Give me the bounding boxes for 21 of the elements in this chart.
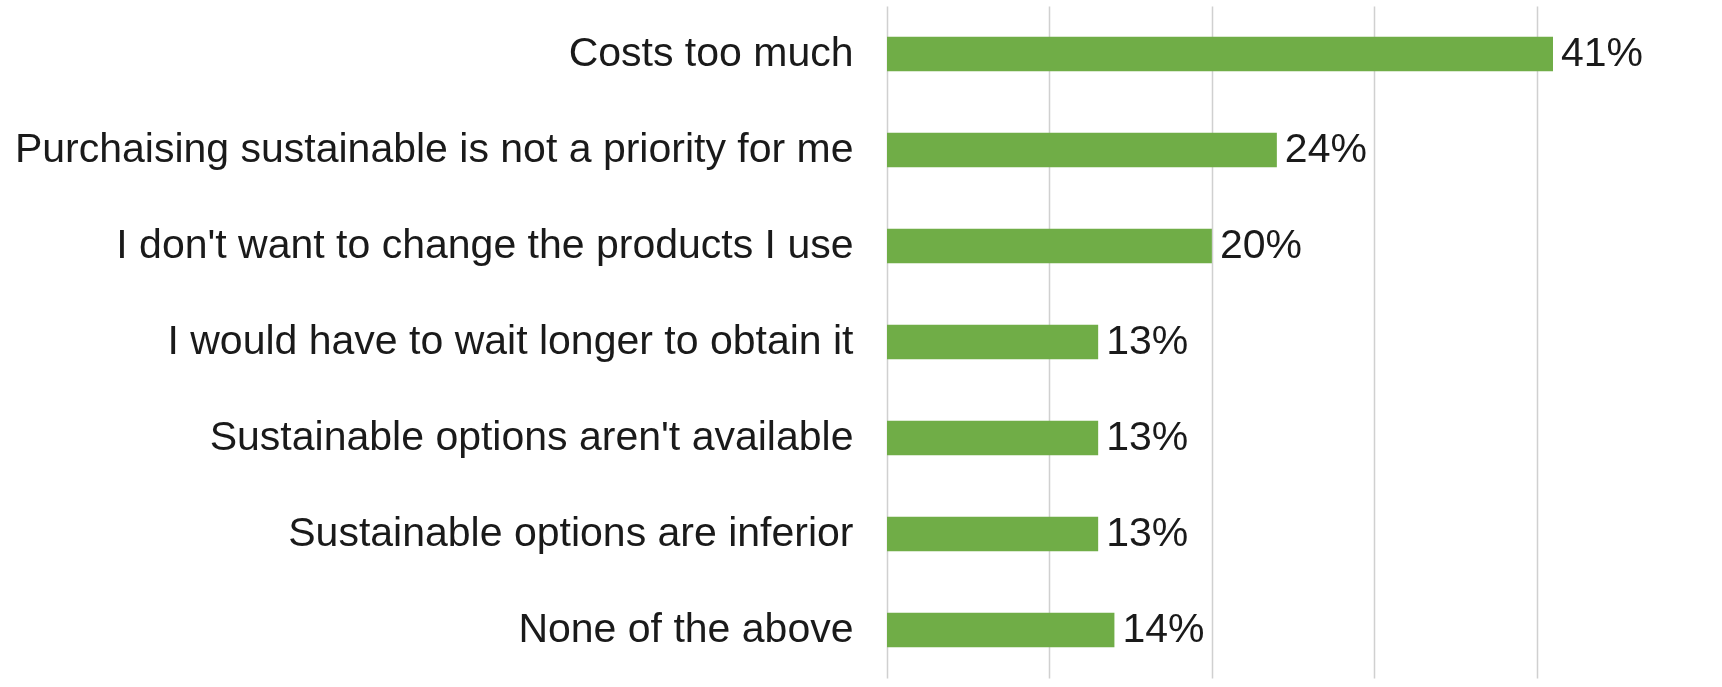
bar xyxy=(887,324,1099,360)
y-tick-label: I don't want to change the products I use xyxy=(116,221,854,267)
y-tick-label: Sustainable options aren't available xyxy=(209,413,854,459)
bar xyxy=(887,612,1115,648)
bar xyxy=(887,228,1212,264)
y-tick-label: None of the above xyxy=(518,605,854,651)
bar xyxy=(887,516,1099,552)
data-label: 13% xyxy=(1106,413,1189,459)
data-label: 41% xyxy=(1561,29,1644,75)
data-label: 20% xyxy=(1219,221,1302,267)
data-label: 24% xyxy=(1284,125,1367,171)
y-tick-label: Sustainable options are inferior xyxy=(288,509,854,555)
data-label: 13% xyxy=(1106,317,1189,363)
bar xyxy=(887,36,1553,72)
y-tick-label: I would have to wait longer to obtain it xyxy=(167,317,855,363)
data-label: 14% xyxy=(1122,605,1205,651)
bar xyxy=(887,420,1099,456)
data-label: 13% xyxy=(1106,509,1189,555)
y-tick-label: Purchaising sustainable is not a priority for me xyxy=(14,125,854,171)
bar xyxy=(887,132,1277,168)
y-tick-label: Costs too much xyxy=(568,29,854,75)
